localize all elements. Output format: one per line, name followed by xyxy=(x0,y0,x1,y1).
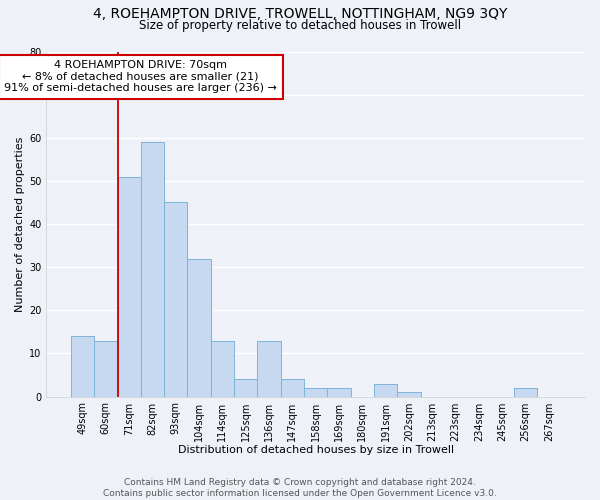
Text: 4 ROEHAMPTON DRIVE: 70sqm
← 8% of detached houses are smaller (21)
91% of semi-d: 4 ROEHAMPTON DRIVE: 70sqm ← 8% of detach… xyxy=(4,60,277,94)
Bar xyxy=(211,340,234,396)
Bar xyxy=(514,388,537,396)
Bar xyxy=(374,384,397,396)
Bar xyxy=(71,336,94,396)
Bar xyxy=(94,340,118,396)
Bar xyxy=(164,202,187,396)
Bar xyxy=(257,340,281,396)
X-axis label: Distribution of detached houses by size in Trowell: Distribution of detached houses by size … xyxy=(178,445,454,455)
Text: Size of property relative to detached houses in Trowell: Size of property relative to detached ho… xyxy=(139,19,461,32)
Bar xyxy=(141,142,164,397)
Bar xyxy=(234,380,257,396)
Bar xyxy=(281,380,304,396)
Bar xyxy=(304,388,328,396)
Bar xyxy=(328,388,350,396)
Y-axis label: Number of detached properties: Number of detached properties xyxy=(15,136,25,312)
Text: Contains HM Land Registry data © Crown copyright and database right 2024.
Contai: Contains HM Land Registry data © Crown c… xyxy=(103,478,497,498)
Bar xyxy=(397,392,421,396)
Bar xyxy=(187,258,211,396)
Bar xyxy=(118,176,141,396)
Text: 4, ROEHAMPTON DRIVE, TROWELL, NOTTINGHAM, NG9 3QY: 4, ROEHAMPTON DRIVE, TROWELL, NOTTINGHAM… xyxy=(93,8,507,22)
